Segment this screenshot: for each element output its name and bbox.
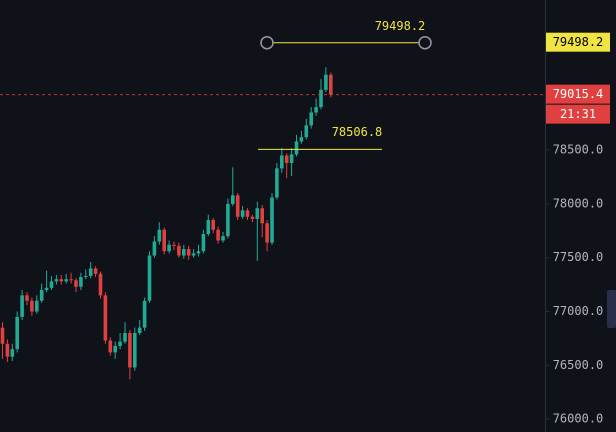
candle-body	[44, 287, 49, 290]
candle-body	[226, 203, 230, 237]
candle-body	[157, 229, 162, 242]
side-tab[interactable]	[607, 290, 616, 328]
candle-body	[260, 208, 264, 224]
candle-body	[245, 210, 250, 217]
candle-body	[177, 245, 181, 256]
candle-body	[39, 289, 44, 301]
candle-body	[221, 236, 225, 241]
candle-body	[162, 229, 166, 252]
candle-body	[206, 220, 211, 235]
candle-body	[304, 125, 309, 138]
candle-body	[270, 197, 274, 243]
candle-body	[284, 155, 289, 164]
candle-body	[10, 349, 15, 357]
candle-body	[319, 89, 323, 108]
candle-body	[103, 295, 108, 341]
candle-body	[35, 300, 39, 312]
candle-body	[314, 107, 318, 113]
candle-body	[191, 253, 196, 256]
candle-body	[25, 295, 29, 301]
candle-body	[5, 343, 10, 357]
candle-body	[186, 249, 191, 256]
candle-body	[172, 244, 176, 246]
candle-body	[133, 333, 137, 368]
candle-body	[15, 316, 19, 350]
candle-body	[216, 229, 220, 241]
y-tick-label: 78000.0	[553, 196, 604, 210]
candle-body	[152, 241, 157, 256]
candle-body	[240, 210, 245, 217]
candle-body	[137, 327, 142, 334]
y-tick-label: 77500.0	[553, 250, 604, 264]
y-tick-label: 78500.0	[553, 143, 604, 157]
candle-body	[147, 255, 152, 301]
candle-body	[299, 137, 304, 142]
candle-body	[64, 279, 68, 282]
candle-body	[294, 141, 299, 155]
ruler-axis-box	[546, 32, 610, 52]
candle-body	[84, 275, 88, 278]
candle-body	[309, 112, 313, 126]
horizontal-line-label: 78506.8	[332, 125, 383, 139]
candle-body	[280, 155, 284, 169]
candle-body	[142, 300, 147, 328]
candle-body	[20, 295, 24, 317]
candle-body	[88, 268, 93, 276]
candle-body	[118, 341, 122, 346]
candle-body	[69, 279, 73, 281]
candle-body	[167, 244, 171, 252]
candle-body	[74, 280, 78, 287]
candle-body	[182, 249, 186, 256]
candle-body	[128, 333, 132, 368]
candle-body	[265, 223, 269, 243]
price-label: 79015.4	[553, 87, 604, 101]
candle-body	[231, 195, 235, 204]
candle-body	[255, 208, 260, 219]
candle-body	[54, 279, 59, 282]
candle-body	[79, 277, 83, 287]
candle-body	[235, 195, 240, 217]
candle-body	[108, 340, 113, 353]
candle-body	[329, 74, 333, 95]
candle-body	[289, 154, 294, 164]
price-label-box	[546, 84, 610, 104]
y-tick-label: 77000.0	[553, 304, 604, 318]
ruler-axis-label: 79498.2	[553, 35, 604, 49]
ruler-handle	[260, 35, 274, 50]
ruler-label: 79498.2	[375, 19, 426, 33]
candle-body	[93, 268, 98, 274]
candle-body	[250, 216, 255, 219]
candle-body	[59, 279, 64, 282]
ruler-handle	[418, 35, 432, 50]
candle-body	[324, 74, 328, 90]
candle-body	[211, 220, 215, 230]
candle-body	[196, 251, 201, 254]
y-tick-label: 76000.0	[553, 412, 604, 426]
candle-body	[275, 168, 279, 198]
candle-body	[98, 273, 103, 296]
candle-body	[113, 345, 117, 353]
candle-body	[0, 327, 5, 344]
candle-body	[49, 281, 54, 288]
candle-body	[123, 333, 127, 342]
countdown-box	[546, 104, 610, 124]
candle-body	[30, 300, 34, 312]
candle-body	[201, 234, 206, 252]
y-tick-label: 76500.0	[553, 358, 604, 372]
countdown: 21:31	[560, 107, 596, 121]
